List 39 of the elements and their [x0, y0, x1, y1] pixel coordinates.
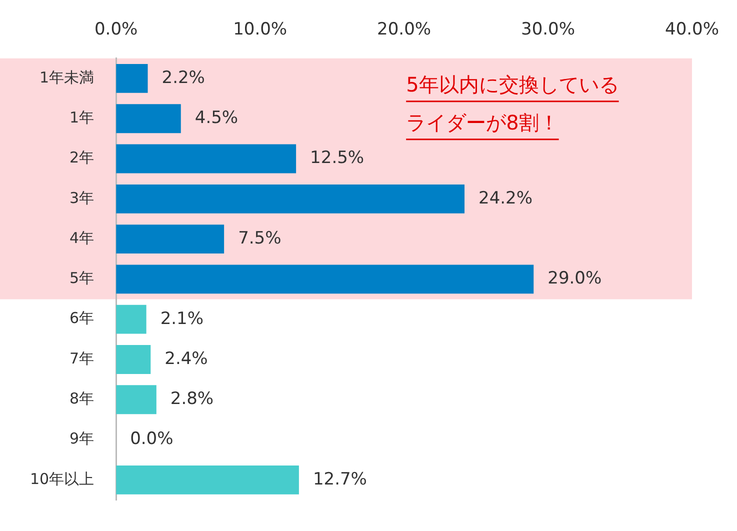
y-tick-label: 8年	[70, 390, 94, 408]
y-tick-label: 7年	[70, 349, 94, 368]
x-tick-label: 20.0%	[377, 20, 432, 40]
bar	[116, 385, 156, 414]
data-label: 2.1%	[160, 308, 204, 329]
bar	[116, 224, 224, 254]
y-tick-label: 1年	[70, 108, 94, 127]
data-label: 2.2%	[162, 68, 205, 88]
data-label: 4.5%	[194, 108, 238, 128]
bar	[116, 144, 296, 174]
y-tick-label: 3年	[70, 188, 94, 207]
annotation: ライダーが8割！	[406, 110, 559, 135]
y-tick-label: 6年	[70, 309, 94, 328]
data-label: 2.8%	[170, 389, 214, 410]
bar	[116, 304, 146, 334]
data-label: 0.0%	[130, 429, 174, 450]
bar	[116, 264, 534, 294]
bar	[116, 64, 148, 93]
data-label: 24.2%	[478, 188, 533, 208]
data-label: 12.5%	[310, 148, 364, 168]
y-tick-label: 4年	[70, 228, 94, 247]
y-tick-label: 9年	[70, 430, 94, 448]
y-tick-label: 2年	[70, 148, 94, 167]
y-tick-label: 10年以上	[30, 470, 94, 488]
data-label: 2.4%	[164, 348, 208, 369]
y-tick-label: 5年	[70, 269, 94, 288]
x-tick-label: 0.0%	[94, 20, 138, 40]
bar	[116, 345, 151, 374]
x-tick-label: 40.0%	[664, 20, 720, 40]
data-label: 7.5%	[238, 228, 282, 248]
data-label: 12.7%	[312, 469, 367, 490]
x-tick-label: 30.0%	[521, 20, 576, 40]
bar	[116, 465, 299, 494]
y-tick-label: 1年未満	[40, 68, 94, 86]
x-tick-label: 10.0%	[233, 20, 288, 40]
bar	[116, 104, 181, 134]
bar	[116, 184, 465, 214]
annotation: 5年以内に交換している	[406, 72, 619, 97]
data-label: 29.0%	[548, 268, 602, 289]
